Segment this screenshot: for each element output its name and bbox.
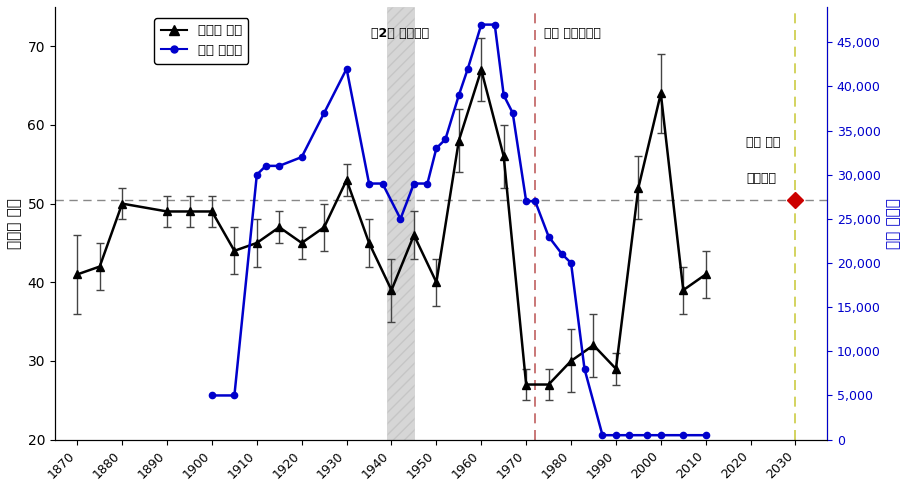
Legend: 코티솔 수준, 포경 마릿수: 코티솔 수준, 포경 마릿수 xyxy=(154,18,249,63)
Text: 평균 포경: 평균 포경 xyxy=(746,136,781,148)
Text: 제2차 세계대전: 제2차 세계대전 xyxy=(371,27,429,40)
Y-axis label: 코티솔 수준: 코티솔 수준 xyxy=(7,198,22,249)
Y-axis label: 포경 마릿수: 포경 마릿수 xyxy=(886,198,901,249)
Text: 스트레스: 스트레스 xyxy=(746,172,776,185)
Bar xyxy=(387,7,414,440)
Text: 포경 모라토리엄: 포경 모라토리엄 xyxy=(544,27,601,40)
